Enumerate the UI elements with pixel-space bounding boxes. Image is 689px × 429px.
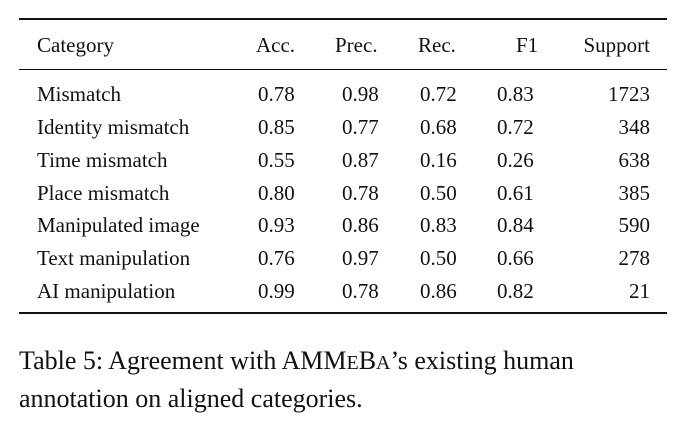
cell-category: Place mismatch [37,181,170,205]
table-header-rule [19,69,667,70]
cell-acc: 0.55 [258,148,295,172]
cell-category: AI manipulation [37,279,176,303]
caption-text-before: Agreement with [108,346,282,375]
header-rec: Rec. [418,33,456,57]
cell-f1: 0.84 [497,213,534,237]
table-row: Identity mismatch 0.85 0.77 0.68 0.72 34… [0,111,689,144]
cell-support: 638 [618,148,651,172]
cell-prec: 0.98 [342,82,379,106]
table-row: Time mismatch 0.55 0.87 0.16 0.26 638 [0,144,689,177]
cell-category: Text manipulation [37,246,191,270]
dataset-name: AMMEBA [281,346,391,375]
cell-rec: 0.86 [420,279,457,303]
cell-acc: 0.85 [258,115,295,139]
cell-category: Identity mismatch [37,115,190,139]
cell-acc: 0.93 [258,213,295,237]
cell-rec: 0.50 [420,181,457,205]
header-support: Support [583,33,650,57]
cell-f1: 0.26 [497,148,534,172]
header-prec: Prec. [335,33,378,57]
cell-rec: 0.68 [420,115,457,139]
cell-f1: 0.82 [497,279,534,303]
header-f1: F1 [516,33,539,57]
cell-rec: 0.16 [420,148,457,172]
cell-category: Time mismatch [37,148,168,172]
cell-acc: 0.99 [258,279,295,303]
cell-rec: 0.83 [420,213,457,237]
cell-prec: 0.87 [342,148,379,172]
table-caption: Table 5: Agreement with AMMEBA’s existin… [19,343,679,416]
cell-rec: 0.72 [420,82,457,106]
header-category: Category [37,33,114,57]
cell-f1: 0.61 [497,181,534,205]
cell-acc: 0.80 [258,181,295,205]
cell-f1: 0.72 [497,115,534,139]
table-row: Place mismatch 0.80 0.78 0.50 0.61 385 [0,177,689,210]
table-row: AI manipulation 0.99 0.78 0.86 0.82 21 [0,275,689,308]
cell-f1: 0.83 [497,82,534,106]
table-row: Manipulated image 0.93 0.86 0.83 0.84 59… [0,209,689,242]
cell-acc: 0.76 [258,246,295,270]
cell-prec: 0.86 [342,213,379,237]
cell-prec: 0.97 [342,246,379,270]
caption-label: Table 5: [19,346,104,375]
table-row: Mismatch 0.78 0.98 0.72 0.83 1723 [0,78,689,111]
cell-support: 1723 [608,82,650,106]
cell-prec: 0.77 [342,115,379,139]
cell-support: 278 [618,246,651,270]
table-bottom-rule [19,312,667,314]
cell-support: 385 [618,181,651,205]
table-row: Text manipulation 0.76 0.97 0.50 0.66 27… [0,242,689,275]
cell-support: 21 [629,279,650,303]
cell-support: 590 [618,213,651,237]
cell-acc: 0.78 [258,82,295,106]
cell-category: Manipulated image [37,213,200,237]
cell-prec: 0.78 [342,181,379,205]
table-header-row: Category Acc. Prec. Rec. F1 Support [0,29,689,62]
cell-f1: 0.66 [497,246,534,270]
caption-text-after: ’s existing human annotation on aligned … [19,346,574,413]
cell-support: 348 [618,115,651,139]
header-acc: Acc. [256,33,296,57]
table-top-rule [19,18,667,20]
cell-category: Mismatch [37,82,121,106]
cell-rec: 0.50 [420,246,457,270]
cell-prec: 0.78 [342,279,379,303]
